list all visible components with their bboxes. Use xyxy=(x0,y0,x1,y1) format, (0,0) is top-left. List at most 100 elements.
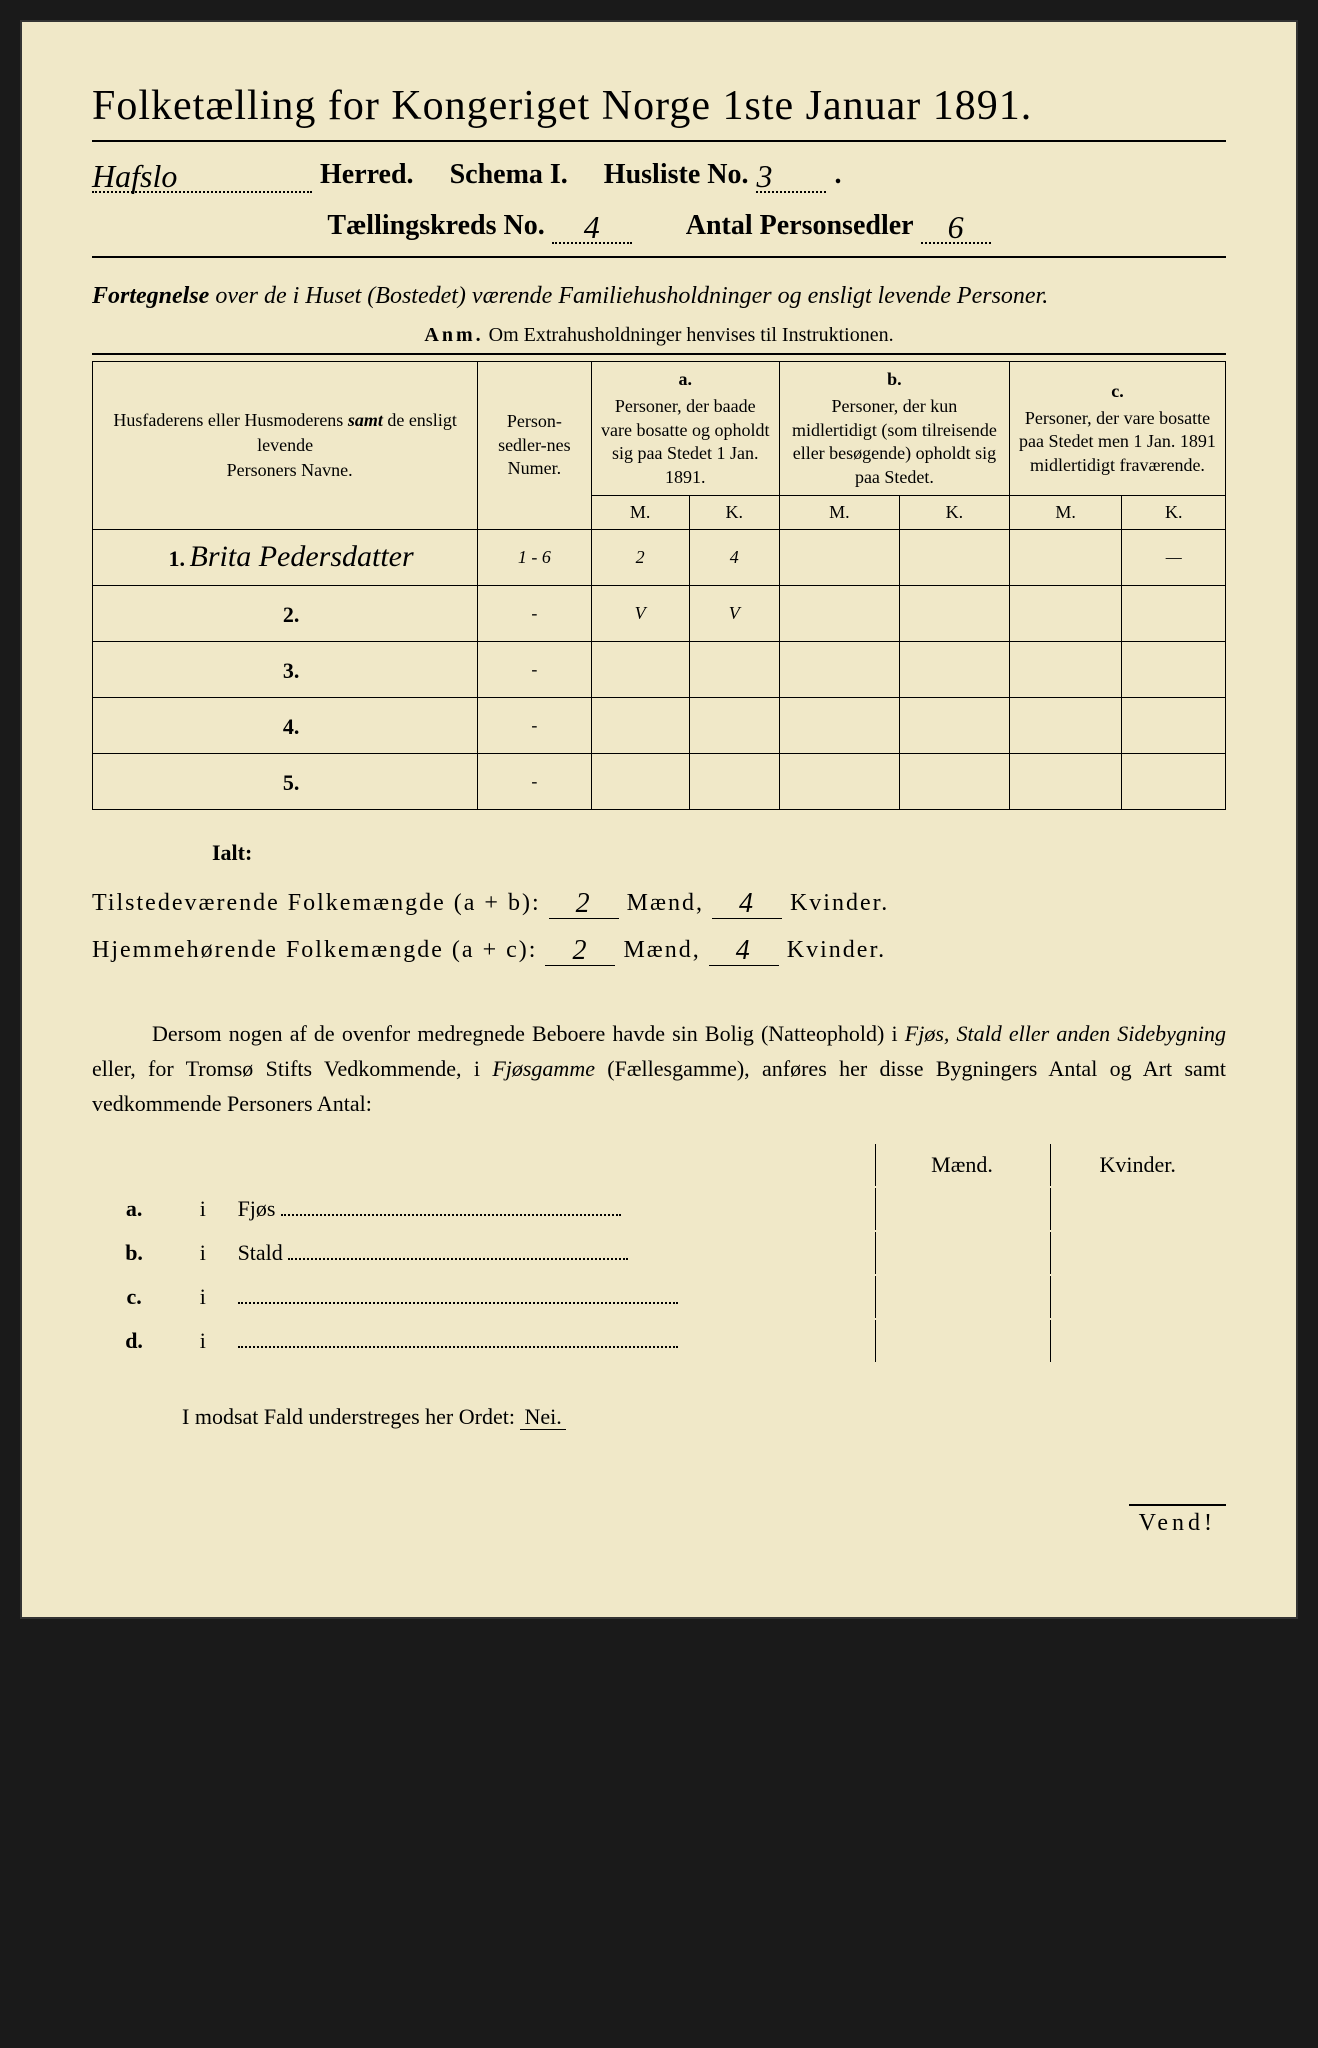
bt-maend-header: Mænd. xyxy=(875,1144,1049,1186)
bt-name xyxy=(232,1320,873,1362)
building-row: c.i xyxy=(94,1276,1224,1318)
bt-label: d. xyxy=(94,1320,174,1362)
tilstede-line: Tilstedeværende Folkemængde (a + b): 2 M… xyxy=(92,886,1226,919)
row-a-k xyxy=(689,641,779,697)
building-paragraph: Dersom nogen af de ovenfor medregnede Be… xyxy=(92,1016,1226,1122)
bt-kvinder-cell xyxy=(1050,1188,1224,1230)
col-c-m: M. xyxy=(1009,495,1122,529)
anm-note: Anm. Om Extrahusholdninger henvises til … xyxy=(92,324,1226,347)
bt-name: Fjøs xyxy=(232,1188,873,1230)
bt-kvinder-header: Kvinder. xyxy=(1050,1144,1224,1186)
table-row: 3. - xyxy=(93,641,1226,697)
row-a-k xyxy=(689,753,779,809)
row-sedler: - xyxy=(478,641,591,697)
col-b-m: M. xyxy=(779,495,899,529)
row-b-k xyxy=(899,641,1009,697)
antal-label: Antal Personsedler xyxy=(686,210,914,241)
subtitle-block: Fortegnelse over de i Huset (Bostedet) v… xyxy=(92,278,1226,347)
row-name-cell: 3. xyxy=(93,641,478,697)
kreds-field: 4 xyxy=(552,205,632,244)
herred-label: Herred. xyxy=(320,159,414,191)
row-b-k xyxy=(899,585,1009,641)
col-header-numer: Person-sedler-nes Numer. xyxy=(478,362,591,530)
row-a-m: 2 xyxy=(591,529,689,585)
row-name-cell: 4. xyxy=(93,697,478,753)
building-table: Mænd. Kvinder. a.iFjøs b.iStald c.i d.i xyxy=(92,1142,1226,1364)
row-b-k xyxy=(899,529,1009,585)
row-a-m: V xyxy=(591,585,689,641)
row-c-k xyxy=(1122,753,1226,809)
row-c-m xyxy=(1009,529,1122,585)
schema-label: Schema I. xyxy=(450,159,568,191)
vend-label: Vend! xyxy=(92,1510,1226,1537)
bt-maend-cell xyxy=(875,1188,1049,1230)
row-c-k: — xyxy=(1122,529,1226,585)
divider xyxy=(92,256,1226,258)
row-a-k xyxy=(689,697,779,753)
bt-name xyxy=(232,1276,873,1318)
husliste-no-field: 3 xyxy=(756,154,826,193)
col-c-k: K. xyxy=(1122,495,1226,529)
row-c-m xyxy=(1009,697,1122,753)
row-name-cell: 2. xyxy=(93,585,478,641)
row-name-cell: 1. Brita Pedersdatter xyxy=(93,529,478,585)
antal-field: 6 xyxy=(921,205,991,244)
col-header-c: c. Personer, der vare bosatte paa Stedet… xyxy=(1009,362,1225,496)
page-title: Folketælling for Kongeriget Norge 1ste J… xyxy=(92,82,1226,130)
bt-i: i xyxy=(176,1188,229,1230)
row-a-m xyxy=(591,697,689,753)
col-a-m: M. xyxy=(591,495,689,529)
census-table: Husfaderens eller Husmoderens samt de en… xyxy=(92,361,1226,810)
table-row: 2. -VV xyxy=(93,585,1226,641)
header-line-1: Hafslo Herred. Schema I. Husliste No. 3 … xyxy=(92,154,1226,193)
building-row: b.iStald xyxy=(94,1232,1224,1274)
row-b-k xyxy=(899,697,1009,753)
row-sedler: - xyxy=(478,753,591,809)
row-a-m xyxy=(591,753,689,809)
totals-block: Tilstedeværende Folkemængde (a + b): 2 M… xyxy=(92,886,1226,966)
bt-i: i xyxy=(176,1320,229,1362)
table-row: 4. - xyxy=(93,697,1226,753)
row-a-m xyxy=(591,641,689,697)
subtitle: Fortegnelse over de i Huset (Bostedet) v… xyxy=(92,278,1226,314)
row-a-k: 4 xyxy=(689,529,779,585)
husliste-no: 3 xyxy=(756,158,772,194)
row-c-m xyxy=(1009,753,1122,809)
header-line-2: Tællingskreds No. 4 Antal Personsedler 6 xyxy=(92,205,1226,244)
row-b-m xyxy=(779,529,899,585)
row-sedler: - xyxy=(478,697,591,753)
row-c-k xyxy=(1122,697,1226,753)
row-c-k xyxy=(1122,641,1226,697)
col-b-k: K. xyxy=(899,495,1009,529)
hjemme-line: Hjemmehørende Folkemængde (a + c): 2 Mæn… xyxy=(92,933,1226,966)
row-c-k xyxy=(1122,585,1226,641)
row-sedler: - xyxy=(478,585,591,641)
bt-maend-cell xyxy=(875,1232,1049,1274)
herred-field: Hafslo xyxy=(92,154,312,193)
kreds-label: Tællingskreds No. xyxy=(327,210,544,241)
col-a-k: K. xyxy=(689,495,779,529)
row-a-k: V xyxy=(689,585,779,641)
antal-no: 6 xyxy=(948,209,964,245)
building-row: a.iFjøs xyxy=(94,1188,1224,1230)
ialt-label: Ialt: xyxy=(212,840,1226,866)
row-b-m xyxy=(779,641,899,697)
row-c-m xyxy=(1009,641,1122,697)
row-b-m xyxy=(779,585,899,641)
husliste-label: Husliste No. xyxy=(604,159,749,191)
bt-kvinder-cell xyxy=(1050,1276,1224,1318)
modsat-line: I modsat Fald understreges her Ordet: Ne… xyxy=(182,1404,1226,1430)
row-b-m xyxy=(779,697,899,753)
bt-label: a. xyxy=(94,1188,174,1230)
bt-name: Stald xyxy=(232,1232,873,1274)
row-name-cell: 5. xyxy=(93,753,478,809)
col-header-b: b. Personer, der kun midlertidigt (som t… xyxy=(779,362,1009,496)
bt-maend-cell xyxy=(875,1320,1049,1362)
building-row: d.i xyxy=(94,1320,1224,1362)
bt-label: c. xyxy=(94,1276,174,1318)
herred-value: Hafslo xyxy=(92,158,177,194)
divider xyxy=(92,353,1226,355)
bt-maend-cell xyxy=(875,1276,1049,1318)
bt-i: i xyxy=(176,1232,229,1274)
kreds-no: 4 xyxy=(584,209,600,245)
